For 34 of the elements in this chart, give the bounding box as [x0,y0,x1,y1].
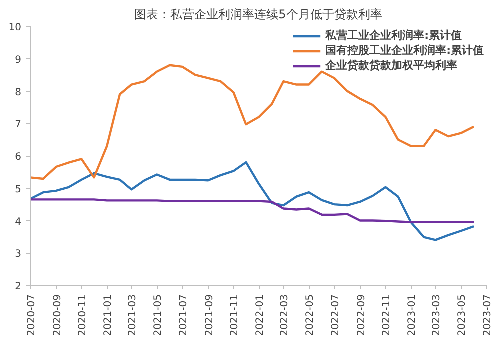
x-tick-label: 2021-01 [103,294,114,336]
line-series [30,161,476,242]
x-tick-label: 2022-01 [255,294,266,336]
y-tick-label: 5 [15,184,22,196]
y-tick-label: 4 [15,216,22,228]
legend-label: 企业贷款贷款加权平均利率 [326,58,458,73]
legend-label: 国有控股工业企业利润率:累计值 [326,43,484,58]
x-tick-label: 2022-09 [356,294,368,336]
x-tick-label: 2021-05 [153,294,164,336]
y-tick-label: 10 [8,22,22,34]
x-tick-label: 2020-09 [52,294,64,336]
legend-label: 私营工业企业利润率:累计值 [326,28,462,43]
x-tick-label: 2022-03 [280,294,291,336]
y-tick-label: 3 [15,249,22,260]
x-tick-label: 2021-09 [204,294,216,336]
x-tick-label: 2023-03 [432,294,443,336]
x-tick-label: 2020-07 [26,294,38,336]
x-tick-label: 2021-07 [178,294,190,336]
y-tick-label: 2 [15,282,22,292]
x-tick-label: 2021-11 [230,294,241,336]
x-tick-label: 2022-05 [305,294,316,336]
chart-title: 图表：私营企业利润率连续5个月低于贷款利率 [134,8,382,22]
y-tick-label: 6 [15,152,22,163]
y-tick-label: 9 [15,54,22,66]
x-tick-label: 2021-03 [128,294,139,336]
y-tick-label: 7 [15,120,22,131]
x-tick-label: 2023-01 [407,294,418,336]
y-tick-label: 8 [15,87,22,98]
x-tick-label: 2023-07 [482,294,494,336]
x-tick-label: 2022-07 [330,294,342,336]
line-series [30,198,476,224]
x-tick-label: 2020-11 [78,294,89,336]
x-tick-label: 2023-05 [457,294,468,336]
x-tick-label: 2022-11 [382,294,393,336]
